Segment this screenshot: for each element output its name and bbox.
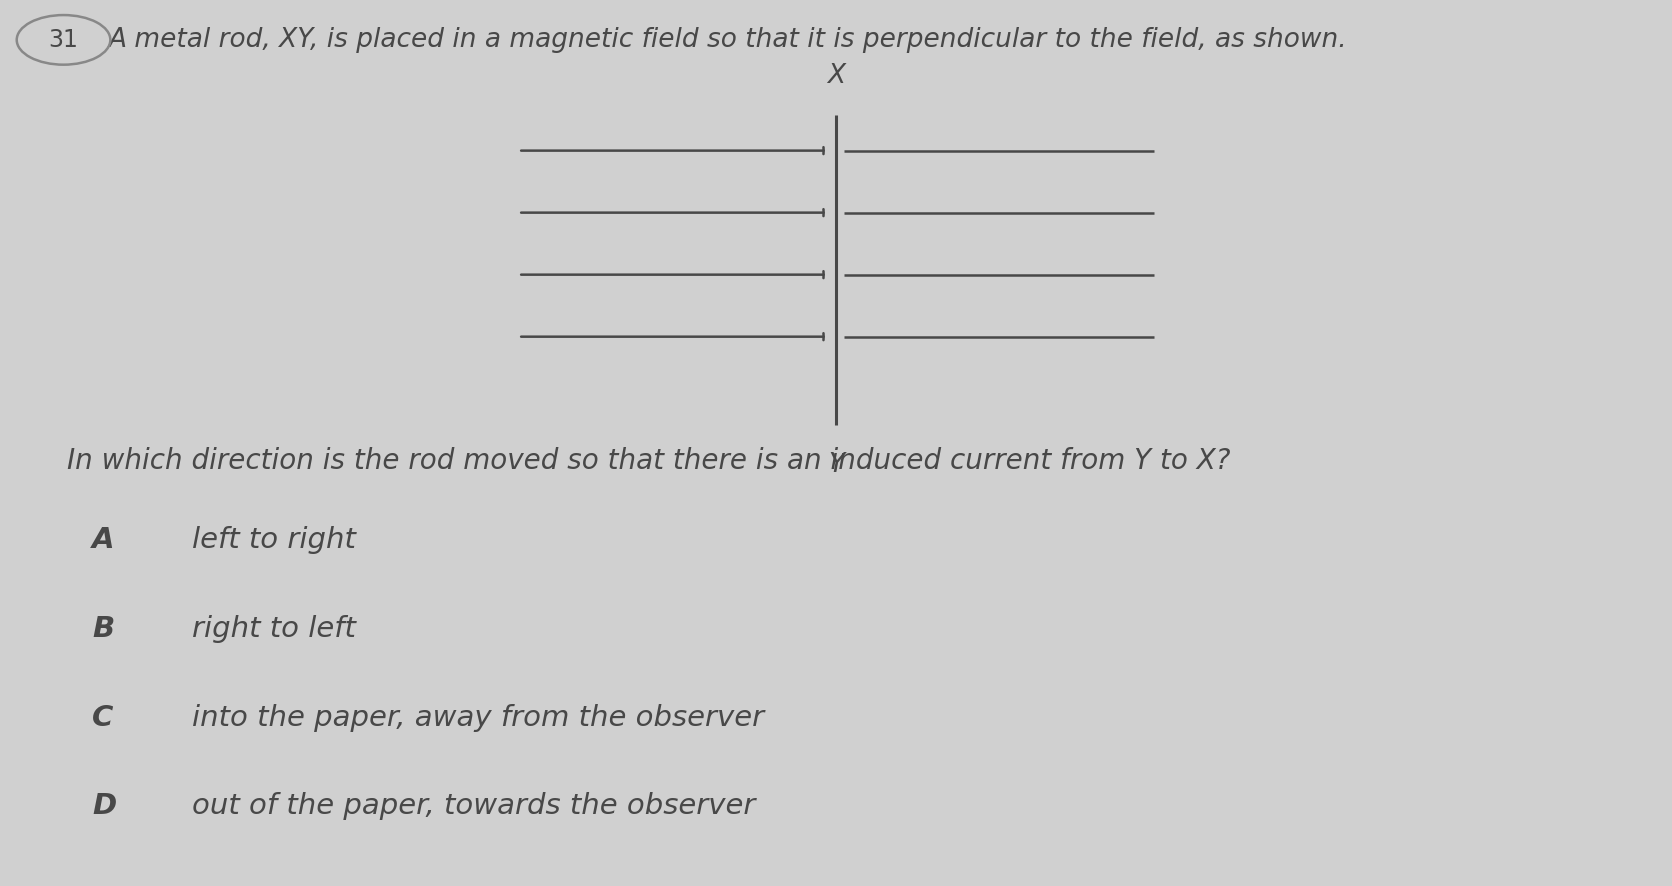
Text: out of the paper, towards the observer: out of the paper, towards the observer [192, 792, 756, 820]
Text: into the paper, away from the observer: into the paper, away from the observer [192, 703, 764, 732]
Text: left to right: left to right [192, 526, 356, 555]
Text: A: A [92, 526, 114, 555]
Text: Y: Y [828, 452, 844, 478]
Text: X: X [828, 63, 844, 89]
Text: B: B [92, 615, 114, 643]
Text: A metal rod, XY, is placed in a magnetic field so that it is perpendicular to th: A metal rod, XY, is placed in a magnetic… [109, 27, 1348, 53]
Text: 31: 31 [48, 27, 79, 52]
Text: In which direction is the rod moved so that there is an induced current from Y t: In which direction is the rod moved so t… [67, 447, 1231, 475]
Text: C: C [92, 703, 114, 732]
Text: right to left: right to left [192, 615, 356, 643]
Text: D: D [92, 792, 115, 820]
